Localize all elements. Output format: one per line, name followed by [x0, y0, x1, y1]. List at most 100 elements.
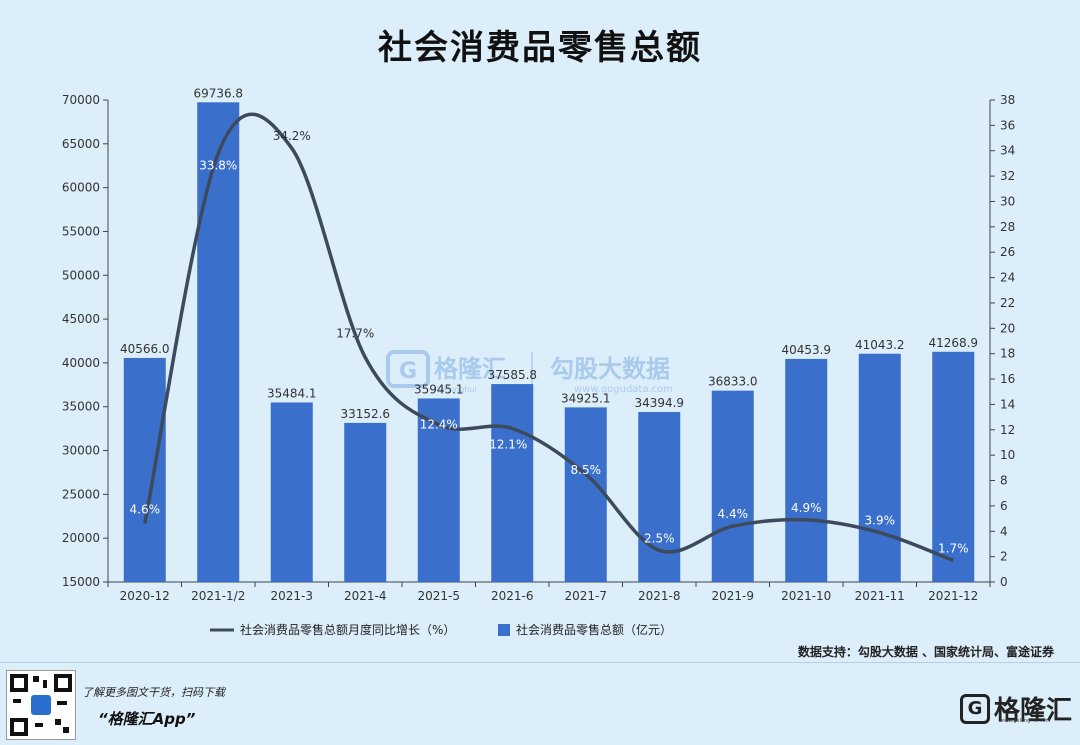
logo-g-icon: G [959, 693, 990, 724]
bar-value-label: 34925.1 [561, 391, 611, 405]
bar-value-label: 33152.6 [340, 407, 390, 421]
bar [491, 384, 534, 582]
right-tick-label: 2 [1000, 550, 1008, 564]
line-value-label: 4.4% [718, 507, 749, 521]
svg-text:G: G [399, 359, 417, 384]
bar [197, 102, 240, 583]
right-tick-label: 26 [1000, 245, 1015, 259]
right-tick-label: 6 [1000, 499, 1008, 513]
x-tick-label: 2021-9 [711, 589, 754, 603]
qr-app-icon [31, 695, 51, 715]
x-tick-label: 2021-11 [855, 589, 905, 603]
right-tick-label: 4 [1000, 524, 1008, 538]
x-tick-label: 2021-3 [270, 589, 313, 603]
right-tick-label: 14 [1000, 397, 1015, 411]
brand-logo: G 格隆汇 www.gelonghui.com [959, 690, 1072, 727]
left-tick-label: 25000 [62, 487, 100, 501]
data-source: 数据支持：勾股大数据 、国家统计局、富途证券 [797, 645, 1054, 659]
right-tick-label: 20 [1000, 321, 1015, 335]
line-value-label: 33.8% [199, 158, 237, 172]
bar [344, 422, 387, 582]
watermark-brand-en: Gelonghui [436, 385, 477, 394]
logo-url: www.gelonghui.com [999, 718, 1051, 724]
line-value-label: 2.5% [644, 531, 675, 545]
right-tick-label: 38 [1000, 93, 1015, 107]
footer-divider [0, 662, 1080, 663]
bar-value-label: 37585.8 [487, 368, 537, 382]
x-tick-label: 2021-8 [638, 589, 681, 603]
bar [711, 390, 754, 582]
x-tick-label: 2021-1/2 [191, 589, 245, 603]
left-tick-label: 15000 [62, 575, 100, 589]
bar [932, 351, 975, 582]
watermark-logo-icon [386, 350, 430, 388]
x-tick-label: 2021-5 [417, 589, 460, 603]
line-value-label: 4.9% [791, 501, 822, 515]
left-tick-label: 35000 [62, 400, 100, 414]
line-value-label: 17.7% [336, 326, 374, 340]
right-tick-label: 32 [1000, 169, 1015, 183]
watermark-brand: 格隆汇 [434, 355, 506, 383]
line-value-label: 34.2% [273, 129, 311, 143]
x-tick-label: 2021-4 [344, 589, 387, 603]
bar-value-label: 69736.8 [193, 86, 243, 100]
x-tick-label: 2020-12 [120, 589, 170, 603]
x-tick-label: 2021-10 [781, 589, 831, 603]
watermark: G 格隆汇 Gelonghui 勾股大数据 www.gogudata.com [386, 350, 673, 395]
watermark-data: 勾股大数据 [550, 355, 670, 383]
bar [270, 402, 313, 582]
chart-title: 社会消费品零售总额 [378, 28, 702, 68]
right-tick-label: 18 [1000, 347, 1015, 361]
right-tick-label: 0 [1000, 575, 1008, 589]
x-tick-label: 2021-7 [564, 589, 607, 603]
left-tick-label: 55000 [62, 224, 100, 238]
bar [785, 358, 828, 582]
x-tick-label: 2021-12 [928, 589, 978, 603]
bar-value-label: 41268.9 [928, 336, 978, 350]
bar-value-label: 40566.0 [120, 342, 170, 356]
logo-text: 格隆汇 [993, 696, 1072, 726]
bar-value-label: 35945.1 [414, 382, 464, 396]
left-tick-label: 20000 [62, 531, 100, 545]
line-value-label: 3.9% [865, 514, 896, 528]
footer-app-name: “格隆汇App” [98, 710, 196, 728]
line-value-label: 1.7% [938, 541, 969, 555]
right-tick-label: 22 [1000, 296, 1015, 310]
bar [858, 353, 901, 582]
right-tick-label: 28 [1000, 220, 1015, 234]
left-tick-label: 65000 [62, 137, 100, 151]
right-tick-label: 8 [1000, 474, 1008, 488]
legend-bar-swatch [498, 624, 510, 636]
combo-chart: G 格隆汇 Gelonghui 勾股大数据 www.gogudata.com 1… [62, 86, 1015, 637]
right-tick-label: 30 [1000, 194, 1015, 208]
footer-tagline: 了解更多图文干货，扫码下载 [82, 686, 225, 699]
right-tick-label: 12 [1000, 423, 1015, 437]
line-value-label: 12.1% [489, 438, 527, 452]
legend-bar-label: 社会消费品零售总额（亿元） [516, 622, 672, 637]
bar-value-label: 34394.9 [634, 396, 684, 410]
left-tick-label: 45000 [62, 312, 100, 326]
growth-line [143, 112, 954, 563]
left-tick-label: 50000 [62, 268, 100, 282]
left-tick-label: 60000 [62, 181, 100, 195]
line-value-label: 8.5% [571, 463, 602, 477]
bar-value-label: 35484.1 [267, 386, 317, 400]
legend-line-label: 社会消费品零售总额月度同比增长（%） [240, 622, 455, 637]
line-value-label: 4.6% [130, 503, 161, 517]
line-value-label: 12.4% [420, 418, 458, 432]
left-tick-label: 40000 [62, 356, 100, 370]
bar-value-label: 41043.2 [855, 338, 905, 352]
left-tick-label: 30000 [62, 444, 100, 458]
right-tick-label: 34 [1000, 144, 1015, 158]
bar [123, 357, 166, 582]
bar-value-label: 40453.9 [781, 343, 831, 357]
right-tick-label: 24 [1000, 271, 1015, 285]
bar [638, 412, 681, 582]
left-tick-label: 70000 [62, 93, 100, 107]
watermark-url: www.gogudata.com [574, 384, 673, 395]
right-tick-label: 16 [1000, 372, 1015, 386]
right-tick-label: 10 [1000, 448, 1015, 462]
right-tick-label: 36 [1000, 118, 1015, 132]
x-tick-label: 2021-6 [491, 589, 534, 603]
qr-code [6, 670, 76, 740]
